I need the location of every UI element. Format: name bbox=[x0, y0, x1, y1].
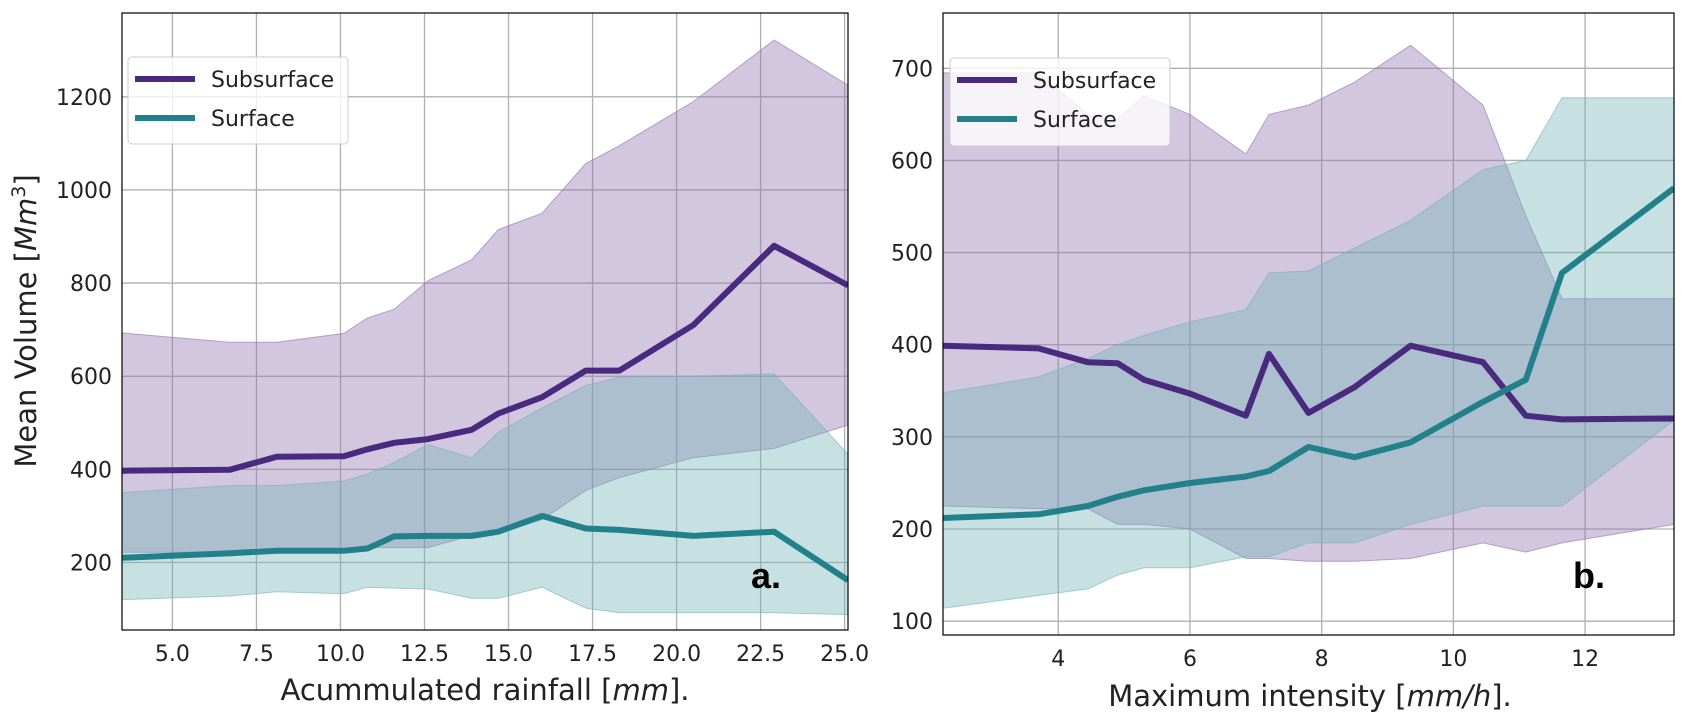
x-axis-label-a: Acummulated rainfall [mm]. bbox=[280, 673, 689, 707]
panel-label-b: b. bbox=[1573, 555, 1605, 596]
y-tick-labels-b: 100 200 300 400 500 600 700 bbox=[891, 57, 933, 635]
y-tick-label: 400 bbox=[891, 334, 933, 359]
x-tick-label: 5.0 bbox=[155, 642, 190, 667]
y-tick-label: 300 bbox=[891, 426, 933, 451]
x-tick-label: 10.0 bbox=[316, 642, 365, 667]
bands-a bbox=[122, 39, 848, 616]
line-subsurface-b bbox=[943, 342, 1674, 423]
y-tick-label: 200 bbox=[70, 551, 112, 576]
y-tick-label: 800 bbox=[70, 272, 112, 297]
legend-b: Subsurface Surface bbox=[949, 57, 1171, 147]
plot-frame-a bbox=[121, 12, 849, 631]
y-tick-label: 200 bbox=[891, 518, 933, 543]
line-surface-a bbox=[122, 512, 848, 583]
x-tick-label: 4 bbox=[1051, 647, 1065, 672]
y-tick-label: 600 bbox=[70, 365, 112, 390]
plot-frame-b bbox=[942, 12, 1675, 636]
bands-b bbox=[943, 44, 1674, 609]
lines-a bbox=[122, 242, 848, 583]
x-tick-label: 7.5 bbox=[239, 642, 274, 667]
x-tick-label: 10 bbox=[1439, 647, 1467, 672]
y-tick-label: 100 bbox=[891, 610, 933, 635]
band-subsurface-b bbox=[943, 44, 1674, 562]
line-subsurface-a bbox=[122, 242, 848, 474]
lines-b bbox=[943, 185, 1674, 521]
y-tick-label: 600 bbox=[891, 149, 933, 174]
y-tick-label: 1200 bbox=[56, 86, 112, 111]
x-tick-label: 20.0 bbox=[652, 642, 701, 667]
band-surface-b bbox=[943, 97, 1674, 609]
y-axis-label: Mean Volume [Mm3] bbox=[8, 174, 43, 467]
chart-panel-a: 5.0 7.5 10.0 12.5 15.0 17.5 20.0 22.5 25.0 200 40… bbox=[8, 12, 869, 707]
legend-label-surface-b: Surface bbox=[1033, 108, 1117, 133]
x-tick-label: 8 bbox=[1315, 647, 1329, 672]
y-tick-label: 700 bbox=[891, 57, 933, 82]
x-tick-labels-b: 4 6 8 10 12 bbox=[1051, 647, 1599, 672]
chart-panel-b: 4 6 8 10 12 100 200 300 400 500 600 700 b. Maximum… bbox=[891, 12, 1675, 713]
x-tick-label: 12 bbox=[1571, 647, 1599, 672]
y-tick-labels-a: 200 400 600 800 1000 1200 bbox=[56, 86, 112, 577]
panel-label-a: a. bbox=[751, 555, 781, 596]
x-tick-label: 22.5 bbox=[736, 642, 785, 667]
legend-a: Subsurface Surface bbox=[127, 56, 349, 145]
grid-b bbox=[943, 13, 1674, 635]
y-tick-label: 1000 bbox=[56, 179, 112, 204]
legend-label-subsurface-b: Subsurface bbox=[1033, 69, 1156, 94]
x-tick-label: 15.0 bbox=[484, 642, 533, 667]
x-tick-label: 6 bbox=[1183, 647, 1197, 672]
y-tick-label: 500 bbox=[891, 242, 933, 267]
x-tick-labels-a: 5.0 7.5 10.0 12.5 15.0 17.5 20.0 22.5 25.0 bbox=[155, 642, 869, 667]
grid-a bbox=[122, 13, 848, 630]
x-tick-label: 12.5 bbox=[400, 642, 449, 667]
x-tick-label: 17.5 bbox=[568, 642, 617, 667]
line-surface-b bbox=[943, 185, 1674, 521]
legend-label-surface-a: Surface bbox=[211, 107, 295, 132]
legend-label-subsurface-a: Subsurface bbox=[211, 68, 334, 93]
x-axis-label-b: Maximum intensity [mm/h]. bbox=[1108, 679, 1512, 713]
band-surface-a bbox=[122, 373, 848, 616]
x-tick-label: 25.0 bbox=[820, 642, 869, 667]
y-tick-label: 400 bbox=[70, 458, 112, 483]
